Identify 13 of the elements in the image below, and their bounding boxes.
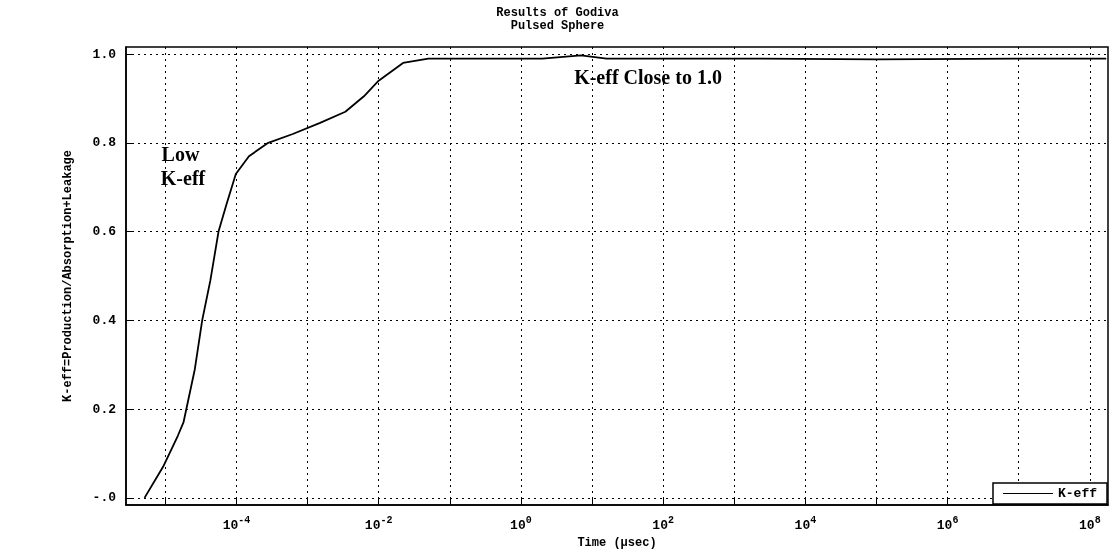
annotation: Low K-eff bbox=[160, 143, 206, 189]
y-tick-label: 0.2 bbox=[92, 401, 117, 417]
y-tick-label: 0.8 bbox=[92, 135, 117, 151]
x-axis-title: Time (μsec) bbox=[577, 536, 657, 550]
y-tick-label: 1.0 bbox=[92, 46, 117, 62]
y-tick-label: 0.6 bbox=[92, 224, 117, 240]
legend-label: K-eff bbox=[1057, 486, 1098, 501]
y-axis-title: K-eff=Production/Absorption+Leakage bbox=[61, 149, 75, 403]
chart-title: Results of Godiva bbox=[496, 6, 619, 20]
annotation: K-eff Close to 1.0 bbox=[574, 66, 722, 88]
chart-subtitle: Pulsed Sphere bbox=[510, 19, 605, 33]
y-tick-label: 0.4 bbox=[92, 312, 117, 328]
y-tick-label: -.0 bbox=[92, 490, 117, 506]
